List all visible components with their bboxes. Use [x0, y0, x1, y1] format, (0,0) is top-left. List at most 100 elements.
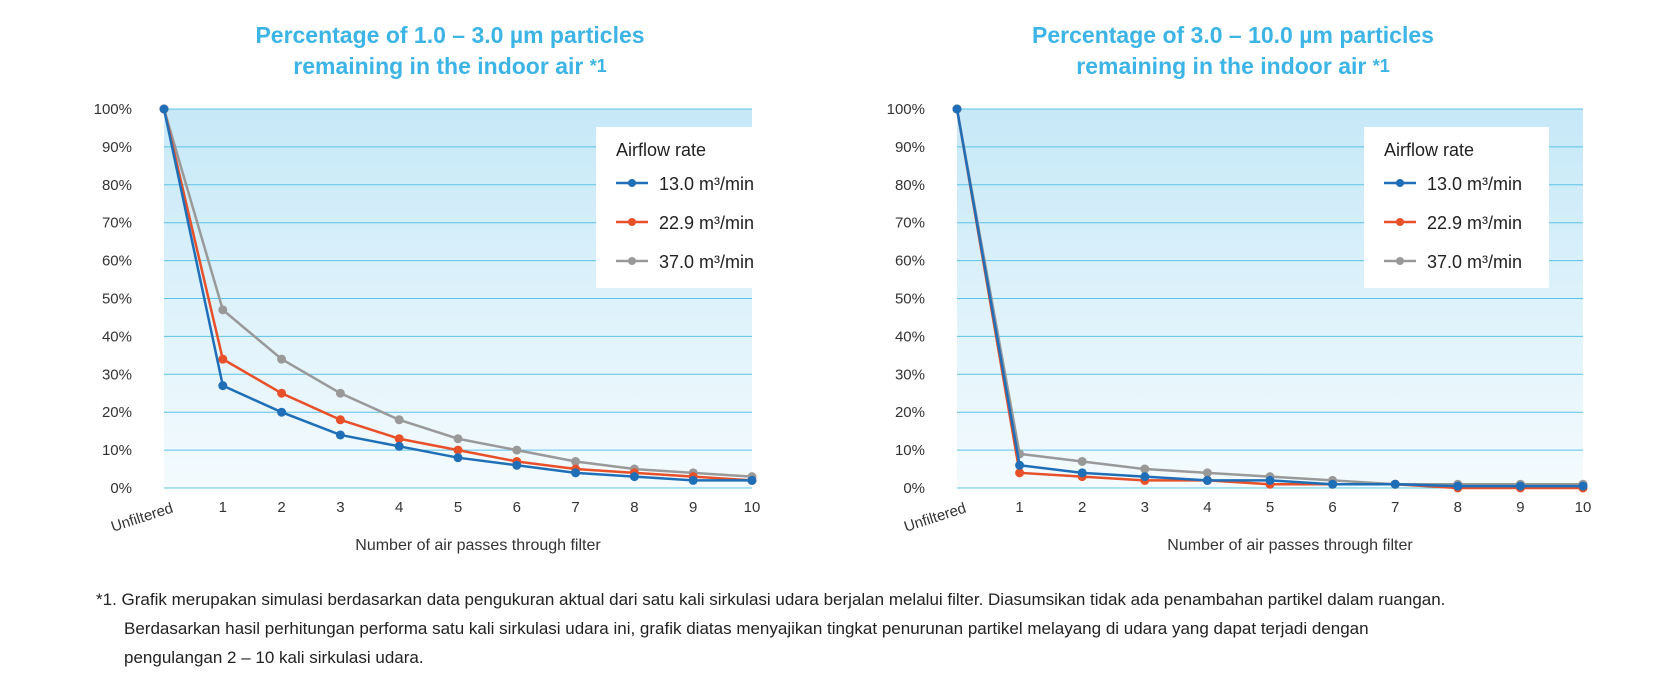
chart-2-x-tick-label: 1 — [1015, 499, 1023, 516]
chart-1-title: Percentage of 1.0 – 3.0 µm particles rem… — [170, 20, 730, 82]
chart-1-x-tick-label: 7 — [571, 499, 579, 516]
chart-1-x-tick-label: Unfiltered — [109, 500, 175, 536]
chart-2-data-point — [1077, 468, 1087, 478]
chart-1-data-point — [453, 445, 463, 455]
footnote-line-2: Berdasarkan hasil perhitungan performa s… — [124, 619, 1369, 638]
chart-2-title-line1: Percentage of 3.0 – 10.0 µm particles — [1032, 22, 1434, 48]
chart-1-x-tick-label: 6 — [513, 499, 521, 516]
chart-2-x-axis-label: Number of air passes through filter — [1167, 537, 1413, 554]
chart-2-legend-swatch-dot — [1396, 257, 1404, 265]
footnote: *1. Grafik merupakan simulasi berdasarka… — [96, 585, 1636, 672]
chart-2-y-tick-label: 40% — [895, 328, 925, 345]
chart-1-plot: 0% 10% 20% 30% 40% 50% 60% 70% 80% 90% 100% Unfilte… — [94, 101, 781, 554]
chart-2-title-line2: remaining in the indoor air — [1076, 53, 1367, 79]
chart-1-y-tick-label: 80% — [102, 177, 132, 194]
chart-2-footnote-mark: *1 — [1372, 56, 1390, 76]
chart-2-data-point — [1015, 460, 1025, 470]
chart-1-data-point — [277, 354, 287, 364]
chart-2-data-point — [1515, 481, 1525, 491]
chart-1-data-point — [629, 472, 639, 482]
chart-1-data-point — [688, 475, 698, 485]
chart-1-data-point — [335, 415, 345, 425]
chart-2-x-tick-label: 9 — [1516, 499, 1524, 516]
chart-2-x-tick-label: 5 — [1266, 499, 1274, 516]
footnote-line-1: *1. Grafik merupakan simulasi berdasarka… — [96, 590, 1446, 609]
chart-2-y-tick-label: 90% — [895, 139, 925, 156]
chart-1-data-point — [747, 475, 757, 485]
chart-2-plot: 0% 10% 20% 30% 40% 50% 60% 70% 80% 90% 100% Unfilte… — [887, 101, 1592, 554]
chart-2-y-tick-label: 60% — [895, 253, 925, 270]
chart-2-data-point — [1390, 479, 1400, 489]
chart-1-x-tick-label: 10 — [744, 499, 761, 516]
chart-1-data-point — [218, 354, 228, 364]
chart-1-data-point — [277, 407, 287, 417]
chart-2-data-point — [1077, 456, 1087, 466]
chart-2-legend-swatch-dot — [1396, 179, 1404, 187]
chart-2-x-tick-label: Unfiltered — [902, 500, 968, 536]
chart-1-y-tick-label: 90% — [102, 139, 132, 156]
chart-2-y-tick-label: 70% — [895, 215, 925, 232]
chart-1-x-tick-label: 9 — [689, 499, 697, 516]
chart-1-data-point — [277, 388, 287, 398]
chart-1-data-point — [512, 445, 522, 455]
chart-2-y-tick-label: 100% — [887, 101, 925, 118]
chart-2-y-tick-label: 80% — [895, 177, 925, 194]
chart-2-data-point — [1578, 481, 1588, 491]
chart-2-data-point — [1015, 468, 1025, 478]
chart-2-legend-title: Airflow rate — [1384, 140, 1474, 160]
chart-1-x-tick-label: 2 — [277, 499, 285, 516]
chart-1-y-tick-label: 20% — [102, 404, 132, 421]
chart-2-y-tick-label: 50% — [895, 291, 925, 308]
chart-1-data-point — [218, 381, 228, 391]
chart-1-data-point — [335, 388, 345, 398]
chart-1-y-tick-label: 70% — [102, 215, 132, 232]
chart-1-data-point — [453, 434, 463, 444]
chart-1-data-point — [335, 430, 345, 440]
chart-1-legend-swatch-dot — [628, 218, 636, 226]
chart-1-data-point — [571, 456, 581, 466]
chart-2-data-point — [1140, 464, 1150, 474]
chart-1-data-point — [571, 468, 581, 478]
chart-1-legend-label: 37.0 m³/min — [659, 252, 754, 272]
chart-1-x-tick-label: 4 — [395, 499, 403, 516]
chart-1-y-tick-label: 50% — [102, 291, 132, 308]
chart-2-title: Percentage of 3.0 – 10.0 µm particles re… — [953, 20, 1513, 82]
chart-2-data-point — [1453, 481, 1463, 491]
chart-2-x-tick-label: 3 — [1141, 499, 1149, 516]
chart-2-x-tick-label: 6 — [1328, 499, 1336, 516]
chart-1-x-axis-label: Number of air passes through filter — [355, 537, 601, 554]
chart-1-legend-swatch-dot — [628, 257, 636, 265]
chart-2-data-point — [1202, 468, 1212, 478]
chart-2-y-tick-label: 0% — [903, 480, 925, 497]
chart-2-y-tick-label: 20% — [895, 404, 925, 421]
chart-2-data-point — [1202, 475, 1212, 485]
chart-1-title-line1: Percentage of 1.0 – 3.0 µm particles — [255, 22, 645, 48]
chart-2-data-point — [1328, 479, 1338, 489]
chart-1-y-tick-label: 100% — [94, 101, 132, 118]
chart-1-data-point — [394, 415, 404, 425]
chart-1-legend-label: 13.0 m³/min — [659, 174, 754, 194]
chart-1-y-tick-label: 0% — [110, 480, 132, 497]
chart-1-y-tick-label: 40% — [102, 328, 132, 345]
chart-2-x-tick-label: 4 — [1203, 499, 1211, 516]
chart-2-legend-label: 22.9 m³/min — [1427, 213, 1522, 233]
chart-1-x-tick-label: 8 — [630, 499, 638, 516]
chart-2-x-tick-label: 10 — [1575, 499, 1592, 516]
chart-1-data-point — [453, 453, 463, 463]
chart-1-y-tick-label: 10% — [102, 442, 132, 459]
chart-1-legend-swatch-dot — [628, 179, 636, 187]
chart-1-x-tick-label: 3 — [336, 499, 344, 516]
footnote-line-3: pengulangan 2 – 10 kali sirkulasi udara. — [124, 648, 424, 667]
chart-2-y-tick-label: 10% — [895, 442, 925, 459]
chart-2-legend-label: 37.0 m³/min — [1427, 252, 1522, 272]
chart-1-legend: Airflow rate 13.0 m³/min 22.9 m³/min 37.0 m… — [596, 127, 781, 288]
chart-2-data-point — [1140, 472, 1150, 482]
chart-1-x-tick-label: 1 — [219, 499, 227, 516]
chart-1-data-point — [394, 434, 404, 444]
chart-2-data-point — [952, 104, 962, 114]
chart-1-y-tick-label: 60% — [102, 253, 132, 270]
chart-2-x-tick-label: 7 — [1391, 499, 1399, 516]
chart-1-data-point — [159, 104, 169, 114]
chart-2-y-tick-label: 30% — [895, 366, 925, 383]
chart-2-x-tick-label: 2 — [1078, 499, 1086, 516]
